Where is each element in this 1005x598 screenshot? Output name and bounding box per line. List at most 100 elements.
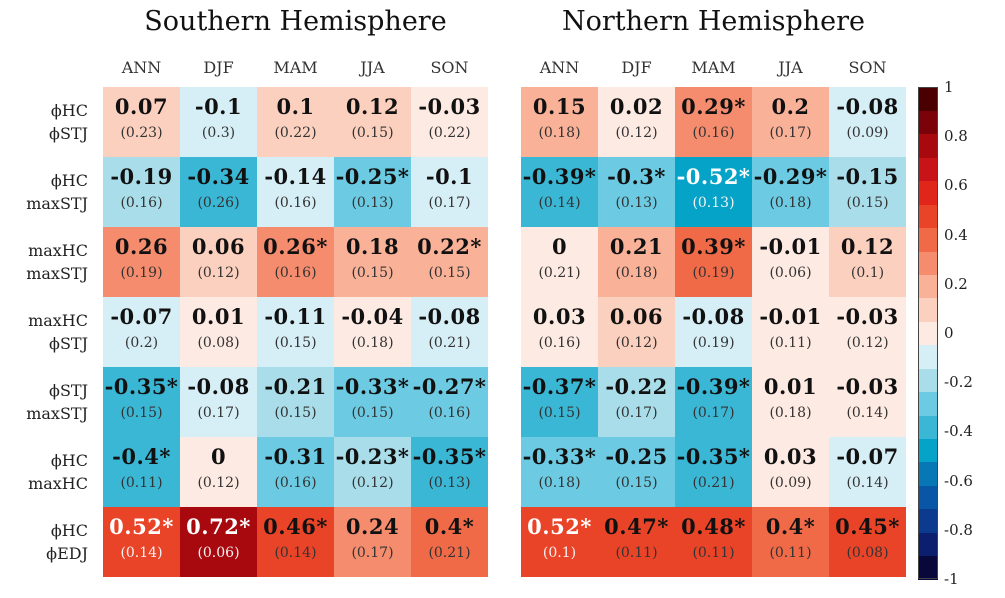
cell-value: 0.39* <box>681 234 746 259</box>
heatmap-cell: -0.01 (0.06) <box>752 227 829 297</box>
cell-value: 0.48* <box>681 514 746 539</box>
colorbar-tick-label: -0.4 <box>944 422 973 441</box>
heatmap-cell: -0.01 (0.11) <box>752 297 829 367</box>
colorbar-tick-label: 0.2 <box>944 274 968 293</box>
colorbar-tick-label: -0.6 <box>944 471 973 490</box>
cell-std: (0.18) <box>615 265 658 281</box>
cell-value: -0.08 <box>187 374 250 399</box>
row-label: ϕSTJ maxSTJ <box>0 379 88 425</box>
cell-value: -0.07 <box>836 444 899 469</box>
cell-std: (0.17) <box>197 405 240 421</box>
cell-std: (0.16) <box>538 335 581 351</box>
cell-std: (0.15) <box>846 195 889 211</box>
cell-value: -0.22 <box>605 374 668 399</box>
heatmap-cell: -0.07 (0.2) <box>103 297 180 367</box>
heatmap-cell: 0.22* (0.15) <box>411 227 488 297</box>
heatmap-cell: 0.01 (0.18) <box>752 367 829 437</box>
heatmap-cell: 0.1 (0.22) <box>257 87 334 157</box>
heatmap-cell: -0.03 (0.12) <box>829 297 906 367</box>
cell-value: -0.34 <box>187 164 250 189</box>
heatmap-cell: -0.52* (0.13) <box>675 157 752 227</box>
row-label-line: maxSTJ <box>26 264 88 283</box>
cell-std: (0.12) <box>615 335 658 351</box>
cell-std: (0.16) <box>274 475 317 491</box>
colorbar-tick-label: 0.8 <box>944 127 968 146</box>
row-label-line: ϕHC <box>50 171 88 190</box>
cell-value: -0.01 <box>759 304 822 329</box>
heatmap-cell: -0.03 (0.22) <box>411 87 488 157</box>
cell-value: -0.37* <box>522 374 597 399</box>
colorbar-segment <box>918 297 938 322</box>
cell-std: (0.22) <box>428 125 471 141</box>
colorbar-tick-label: 0.6 <box>944 176 968 195</box>
cell-std: (0.1) <box>542 545 577 561</box>
column-header: ANN <box>539 58 580 77</box>
colorbar-tick-label: -1 <box>944 570 959 588</box>
cell-std: (0.14) <box>846 475 889 491</box>
heatmap-cell: -0.23* (0.12) <box>334 437 411 507</box>
heatmap-cell: 0.72* (0.06) <box>180 507 257 577</box>
cell-value: 0 <box>210 444 227 469</box>
cell-std: (0.23) <box>120 125 163 141</box>
heatmap-cell: 0.15 (0.18) <box>521 87 598 157</box>
heatmap-cell: -0.35* (0.13) <box>411 437 488 507</box>
cell-value: 0.4* <box>424 514 475 539</box>
column-header: DJF <box>203 58 234 77</box>
cell-std: (0.22) <box>274 125 317 141</box>
colorbar-segment <box>918 87 938 112</box>
cell-value: -0.01 <box>759 234 822 259</box>
cell-value: -0.08 <box>836 94 899 119</box>
cell-std: (0.14) <box>274 545 317 561</box>
heatmap-cell: 0.06 (0.12) <box>598 297 675 367</box>
cell-std: (0.15) <box>351 125 394 141</box>
heatmap-cell: -0.37* (0.15) <box>521 367 598 437</box>
column-header: SON <box>848 58 887 77</box>
row-label-line: ϕSTJ <box>49 124 88 143</box>
heatmap-cell: -0.14 (0.16) <box>257 157 334 227</box>
cell-value: 0.12 <box>840 234 895 259</box>
cell-std: (0.18) <box>538 125 581 141</box>
colorbar-segment <box>918 508 938 533</box>
colorbar-segment <box>918 368 938 393</box>
heatmap-cell: -0.35* (0.15) <box>103 367 180 437</box>
heatmap-cell: 0.4* (0.21) <box>411 507 488 577</box>
cell-value: 0.22* <box>417 234 482 259</box>
heatmap-cell: -0.25 (0.15) <box>598 437 675 507</box>
heatmap-cell: -0.39* (0.14) <box>521 157 598 227</box>
cell-value: -0.03 <box>836 304 899 329</box>
row-label-line: maxHC <box>28 474 88 493</box>
colorbar-tick-label: 0.4 <box>944 225 968 244</box>
cell-std: (0.21) <box>428 545 471 561</box>
panel-title: Northern Hemisphere <box>561 6 866 37</box>
heatmap-cell: -0.33* (0.15) <box>334 367 411 437</box>
row-label: maxHC ϕSTJ <box>0 309 88 355</box>
colorbar-frame <box>918 87 938 579</box>
cell-std: (0.08) <box>846 545 889 561</box>
cell-std: (0.17) <box>351 545 394 561</box>
cell-std: (0.09) <box>769 475 812 491</box>
heatmap-cell: -0.07 (0.14) <box>829 437 906 507</box>
column-header: MAM <box>273 58 318 77</box>
row-label-line: ϕHC <box>50 451 88 470</box>
heatmap-cell: -0.33* (0.18) <box>521 437 598 507</box>
cell-value: 0.29* <box>681 94 746 119</box>
cell-value: -0.4* <box>112 444 171 469</box>
cell-value: 0.03 <box>763 444 818 469</box>
row-label: ϕHC maxHC <box>0 449 88 495</box>
cell-std: (0.12) <box>197 475 240 491</box>
cell-std: (0.15) <box>538 405 581 421</box>
heatmap-cell: 0.52* (0.14) <box>103 507 180 577</box>
cell-value: -0.1 <box>194 94 243 119</box>
row-label-line: maxHC <box>28 311 88 330</box>
cell-value: -0.04 <box>341 304 404 329</box>
cell-std: (0.11) <box>615 545 658 561</box>
cell-value: -0.11 <box>264 304 327 329</box>
cell-value: -0.23* <box>335 444 410 469</box>
cell-value: 0.15 <box>532 94 587 119</box>
row-label: maxHC maxSTJ <box>0 239 88 285</box>
cell-value: 0.21 <box>609 234 664 259</box>
cell-value: -0.19 <box>110 164 173 189</box>
cell-std: (0.13) <box>428 475 471 491</box>
heatmap-cell: 0.4* (0.11) <box>752 507 829 577</box>
cell-std: (0.1) <box>850 265 885 281</box>
